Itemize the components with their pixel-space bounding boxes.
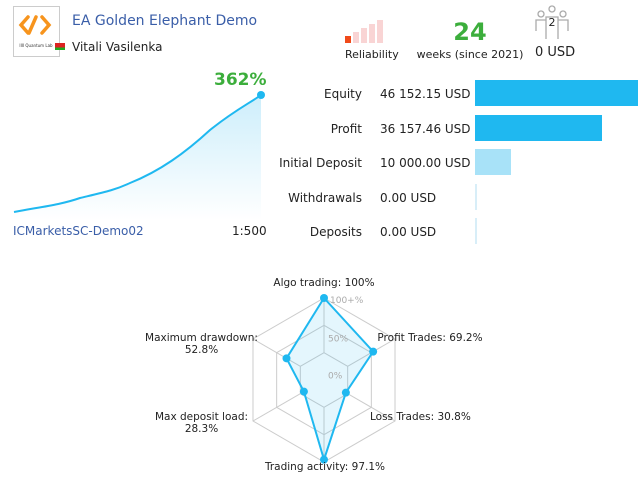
stat-bar — [475, 183, 477, 210]
radar-point — [320, 455, 328, 464]
radar-tick-label: 50% — [328, 334, 348, 344]
radar-point — [299, 387, 308, 396]
subscribers-icon — [533, 5, 571, 45]
radar-point — [369, 347, 378, 356]
radar-tick-label: 0% — [328, 372, 343, 382]
radar-tick-label: 100+% — [330, 296, 364, 306]
stat-value: 36 157.46 USD — [380, 121, 471, 136]
radar-grid-ring — [299, 352, 349, 408]
growth-chart — [13, 91, 265, 220]
stat-bar — [475, 149, 511, 175]
radar-axis-label: Trading activity: 97.1% — [264, 461, 386, 473]
reliability-icon — [345, 20, 387, 48]
stat-bar — [475, 218, 477, 244]
radar-axis — [252, 393, 301, 422]
server-name[interactable]: ICMarketsSC-Demo02 — [13, 224, 144, 238]
radar-chart: 100+% 50% 0% — [252, 294, 396, 464]
subscribers-count: 2 — [548, 16, 556, 29]
logo: IIII Quantum Lab — [13, 6, 60, 57]
radar-axis — [347, 393, 396, 422]
stat-value: 46 152.15 USD — [380, 87, 471, 101]
radar-point — [320, 294, 328, 302]
belarus-flag-icon — [55, 43, 65, 50]
svg-text:IIII Quantum Lab: IIII Quantum Lab — [19, 43, 53, 48]
radar-axis-label: Algo trading: 100% — [273, 277, 375, 289]
stat-bar — [475, 80, 638, 106]
stat-label: Equity — [324, 87, 362, 101]
leverage: 1:500 — [232, 224, 267, 238]
radar-axis-label: Max deposit load: 28.3% — [154, 411, 249, 435]
reliability-label: Reliability — [345, 48, 399, 61]
radar-axis-label: Loss Trades: 30.8% — [370, 411, 471, 423]
stat-label: Initial Deposit — [279, 156, 362, 170]
growth-end-point — [257, 91, 265, 99]
weeks-count: 24 — [453, 18, 487, 46]
radar-axis — [252, 338, 301, 367]
growth-percent: 362% — [214, 70, 267, 90]
stat-value: 10 000.00 USD — [380, 156, 471, 170]
stat-bar — [475, 114, 603, 141]
radar-point — [282, 354, 291, 363]
stat-value: 0.00 USD — [380, 225, 437, 239]
stat-value: 0.00 USD — [380, 190, 437, 205]
stat-label: Withdrawals — [288, 190, 362, 205]
radar-axis-label: Profit Trades: 69.2% — [377, 332, 483, 344]
signal-title[interactable]: EA Golden Elephant Demo — [72, 13, 258, 29]
weeks-label: weeks (since 2021) — [416, 48, 524, 61]
author-name[interactable]: Vitali Vasilenka — [72, 40, 163, 54]
radar-axis-label: Maximum drawdown: 52.8% — [145, 332, 258, 356]
growth-line — [13, 94, 262, 213]
stat-label: Deposits — [309, 225, 362, 239]
stat-label: Profit — [330, 121, 362, 136]
radar-point — [341, 388, 350, 397]
subscription-price: 0 USD — [535, 45, 576, 60]
